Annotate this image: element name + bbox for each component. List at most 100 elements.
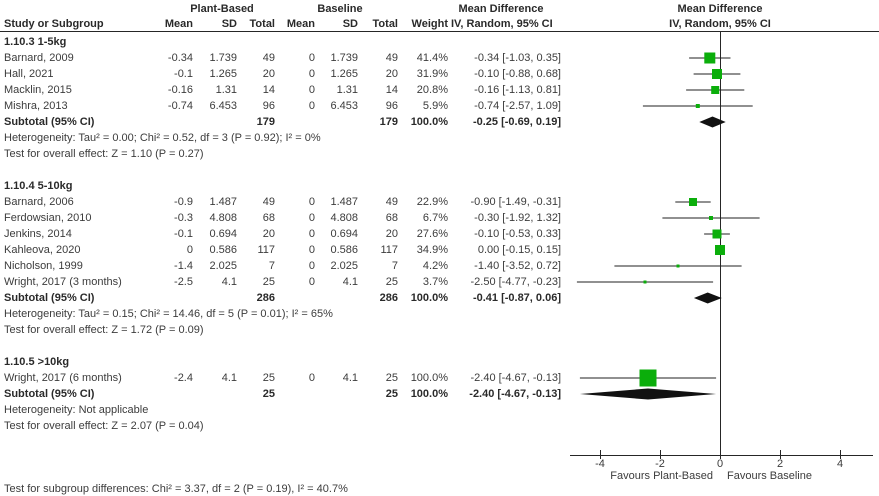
mean-difference-ci: -0.74 [-2.57, 1.09]	[474, 100, 561, 112]
axis-label-favours-plant-based: Favours Plant-Based	[610, 470, 713, 482]
pb-sd-value: 1.265	[209, 68, 237, 80]
pb-sd-value: 1.31	[215, 84, 237, 96]
pb-mean-value: -0.1	[174, 68, 193, 80]
heterogeneity-text: Heterogeneity: Tau² = 0.15; Chi² = 14.46…	[4, 308, 333, 320]
heterogeneity-row: Heterogeneity: Not applicable	[0, 402, 879, 418]
subtotal-weight: 100.0%	[410, 116, 448, 128]
study-row: Kahleova, 2020 0 0.586 117 0 0.586 117 34.9% 0.0…	[0, 242, 879, 258]
header-separator-line	[0, 31, 879, 32]
subgroup-title: 1.10.5 >10kg	[4, 356, 70, 368]
study-label: Mishra, 2013	[4, 100, 68, 112]
bl-total-value: 20	[385, 228, 398, 240]
heterogeneity-text: Heterogeneity: Not applicable	[4, 404, 149, 416]
mean-difference-ci: 0.00 [-0.15, 0.15]	[477, 244, 561, 256]
weight-value: 100.0%	[410, 372, 448, 384]
heterogeneity-row: Heterogeneity: Tau² = 0.15; Chi² = 14.46…	[0, 306, 879, 322]
pb-sd-value: 1.739	[209, 52, 237, 64]
study-label: Barnard, 2009	[4, 52, 74, 64]
mean-difference-ci: -0.10 [-0.53, 0.33]	[474, 228, 561, 240]
bl-total-value: 49	[385, 196, 398, 208]
column-group-header-mean-difference: Mean Difference	[458, 3, 544, 15]
study-row: Macklin, 2015 -0.16 1.31 14 0 1.31 14 20.8% -0.1…	[0, 82, 879, 98]
x-axis-tick-label: 4	[836, 458, 844, 470]
pb-total-value: 25	[262, 276, 275, 288]
mean-difference-ci: -0.16 [-1.13, 0.81]	[474, 84, 561, 96]
subtotal-bl-total: 179	[379, 116, 398, 128]
pb-sd-value: 0.586	[209, 244, 237, 256]
pb-mean-value: -0.34	[167, 52, 193, 64]
pb-sd-value: 2.025	[209, 260, 237, 272]
bl-total-value: 7	[391, 260, 398, 272]
weight-value: 4.2%	[422, 260, 448, 272]
study-label: Ferdowsian, 2010	[4, 212, 92, 224]
bl-mean-value: 0	[308, 228, 315, 240]
column-header-pb-sd: SD	[221, 18, 237, 30]
pb-total-value: 117	[257, 244, 275, 256]
bl-sd-value: 1.265	[330, 68, 358, 80]
x-axis-tick-label: -2	[655, 458, 665, 470]
pb-total-value: 14	[262, 84, 275, 96]
column-header-bl-total: Total	[372, 18, 398, 30]
weight-value: 22.9%	[416, 196, 448, 208]
subtotal-label: Subtotal (95% CI)	[4, 388, 95, 400]
pb-mean-value: -0.16	[167, 84, 193, 96]
x-axis-tick-label: -4	[595, 458, 605, 470]
bl-sd-value: 6.453	[330, 100, 358, 112]
bl-mean-value: 0	[308, 260, 315, 272]
spacer-row	[0, 338, 879, 354]
subtotal-weight: 100.0%	[410, 388, 448, 400]
weight-value: 20.8%	[416, 84, 448, 96]
study-label: Wright, 2017 (3 months)	[4, 276, 122, 288]
bl-sd-value: 0.586	[330, 244, 358, 256]
column-header-pb-mean: Mean	[164, 18, 193, 30]
pb-total-value: 20	[262, 68, 275, 80]
overall-effect-row: Test for overall effect: Z = 1.72 (P = 0…	[0, 322, 879, 338]
bl-sd-value: 4.1	[342, 276, 358, 288]
bl-sd-value: 1.31	[336, 84, 358, 96]
pb-sd-value: 1.487	[209, 196, 237, 208]
axis-label-favours-baseline: Favours Baseline	[727, 470, 812, 482]
bl-total-value: 68	[385, 212, 398, 224]
column-group-header-baseline: Baseline	[317, 3, 363, 15]
x-axis-tick-label: 2	[776, 458, 784, 470]
bl-sd-value: 1.739	[330, 52, 358, 64]
study-label: Macklin, 2015	[4, 84, 72, 96]
study-row: Wright, 2017 (3 months) -2.5 4.1 25 0 4.1 25 3.…	[0, 274, 879, 290]
pb-total-value: 7	[268, 260, 275, 272]
mean-difference-ci: -0.10 [-0.88, 0.68]	[474, 68, 561, 80]
subtotal-weight: 100.0%	[410, 292, 448, 304]
pb-total-value: 25	[262, 372, 275, 384]
overall-effect-text: Test for overall effect: Z = 1.10 (P = 0…	[4, 148, 204, 160]
bl-sd-value: 2.025	[330, 260, 358, 272]
study-row: Barnard, 2009 -0.34 1.739 49 0 1.739 49 41.4% -0…	[0, 50, 879, 66]
bl-sd-value: 0.694	[330, 228, 358, 240]
pb-mean-value: -0.1	[174, 228, 193, 240]
plot-header-mean-difference: Mean Difference	[677, 3, 763, 15]
bl-sd-value: 1.487	[330, 196, 358, 208]
pb-mean-value: -1.4	[174, 260, 193, 272]
subtotal-row: Subtotal (95% CI) 179 179 100.0% -0.25 [-0.6…	[0, 114, 879, 130]
subgroup-header-row: 1.10.3 1-5kg	[0, 34, 879, 50]
pb-mean-value: -2.5	[174, 276, 193, 288]
pb-mean-value: -0.9	[174, 196, 193, 208]
subtotal-label: Subtotal (95% CI)	[4, 292, 95, 304]
column-header-pb-total: Total	[249, 18, 275, 30]
subtotal-bl-total: 286	[379, 292, 398, 304]
pb-sd-value: 6.453	[209, 100, 237, 112]
subtotal-ci: -2.40 [-4.67, -0.13]	[469, 388, 561, 400]
pb-total-value: 49	[262, 52, 275, 64]
bl-total-value: 20	[385, 68, 398, 80]
study-row: Ferdowsian, 2010 -0.3 4.808 68 0 4.808 68 6.7% -…	[0, 210, 879, 226]
study-label: Jenkins, 2014	[4, 228, 72, 240]
bl-mean-value: 0	[308, 212, 315, 224]
spacer-row	[0, 162, 879, 178]
study-row: Jenkins, 2014 -0.1 0.694 20 0 0.694 20 27.6% -0.…	[0, 226, 879, 242]
bl-total-value: 96	[385, 100, 398, 112]
weight-value: 6.7%	[422, 212, 448, 224]
study-label: Kahleova, 2020	[4, 244, 81, 256]
bl-total-value: 117	[380, 244, 398, 256]
bl-mean-value: 0	[308, 100, 315, 112]
bl-mean-value: 0	[308, 68, 315, 80]
heterogeneity-text: Heterogeneity: Tau² = 0.00; Chi² = 0.52,…	[4, 132, 321, 144]
subgroup-differences-test: Test for subgroup differences: Chi² = 3.…	[4, 483, 348, 495]
